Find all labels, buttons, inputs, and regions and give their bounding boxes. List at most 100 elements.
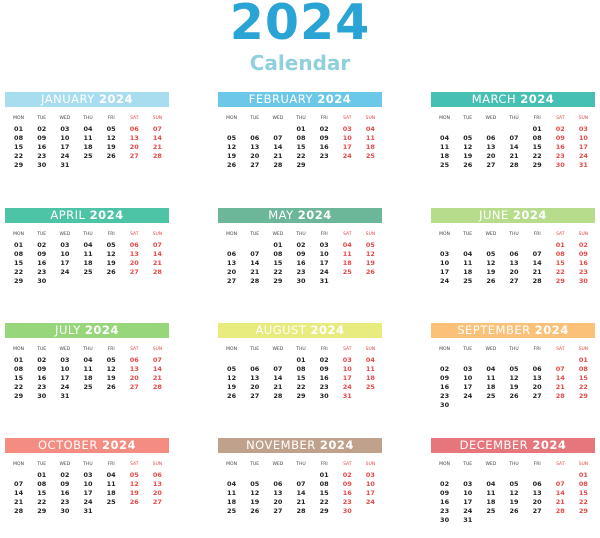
weekday-label: WED <box>485 116 497 121</box>
empty-cell <box>359 277 382 286</box>
day-cell: 05 <box>227 134 237 142</box>
weekday-label: WED <box>485 347 497 352</box>
day-cell: 05 <box>106 356 116 364</box>
week-row: 19 20 21 22 23 24 25 <box>218 152 382 161</box>
empty-cell <box>336 277 359 286</box>
day-cell: 16 <box>578 259 588 267</box>
day-cell: 20 <box>250 152 260 160</box>
day-cell: 21 <box>273 383 283 391</box>
day-cell: 18 <box>365 143 375 151</box>
day-cell: 30 <box>37 392 47 400</box>
day-cell: 01 <box>14 356 24 364</box>
month-name: JUNE <box>479 208 513 222</box>
day-cell: 01 <box>37 471 47 479</box>
day-cell: 09 <box>440 489 450 497</box>
day-cell: 29 <box>296 161 306 169</box>
day-cell: 08 <box>296 134 306 142</box>
day-cell: 31 <box>60 392 70 400</box>
empty-cell <box>526 471 549 480</box>
day-cell: 07 <box>555 480 565 488</box>
weekday-label: THU <box>509 116 519 121</box>
day-cell: 22 <box>14 383 24 391</box>
empty-cell <box>502 401 525 410</box>
day-cell: 20 <box>532 383 542 391</box>
day-cell: 15 <box>37 489 47 497</box>
day-cell: 10 <box>83 480 93 488</box>
day-cell: 26 <box>129 498 139 506</box>
day-cell: 20 <box>273 498 283 506</box>
week-row: 02 03 04 05 06 07 08 <box>431 365 595 374</box>
weekday-label: SUN <box>578 347 589 352</box>
day-cell: 23 <box>37 383 47 391</box>
empty-cell <box>7 471 30 480</box>
day-cell: 06 <box>250 134 260 142</box>
week-row: 29 30 31 <box>5 392 169 401</box>
week-row: 12 13 14 15 16 17 18 <box>218 374 382 383</box>
day-cell: 28 <box>152 268 162 276</box>
weekday-label: MON <box>13 347 24 352</box>
empty-cell <box>76 161 99 170</box>
day-cell: 01 <box>296 356 306 364</box>
day-cell: 24 <box>60 268 70 276</box>
day-cell: 09 <box>37 365 47 373</box>
day-cell: 08 <box>14 250 24 258</box>
day-cell: 27 <box>129 383 139 391</box>
day-cell: 24 <box>365 498 375 506</box>
day-cell: 20 <box>486 152 496 160</box>
week-row: 05 06 07 08 09 10 11 <box>218 134 382 143</box>
day-cell: 23 <box>319 152 329 160</box>
day-cell: 05 <box>106 241 116 249</box>
day-cell: 30 <box>60 507 70 515</box>
day-cell: 24 <box>463 507 473 515</box>
week-row: 01 02 03 04 <box>218 125 382 134</box>
weekday-label: TUE <box>463 347 473 352</box>
day-cell: 24 <box>578 152 588 160</box>
day-cell: 20 <box>532 498 542 506</box>
empty-cell <box>526 516 549 525</box>
day-cell: 17 <box>463 383 473 391</box>
day-cell: 03 <box>83 471 93 479</box>
weekday-header-row: MON TUE WED THU FRI SAT SUN <box>431 229 595 241</box>
day-cell: 10 <box>440 259 450 267</box>
day-cell: 02 <box>440 365 450 373</box>
day-cell: 12 <box>250 489 260 497</box>
day-cell: 14 <box>152 365 162 373</box>
weekday-label: TUE <box>250 462 260 467</box>
day-cell: 05 <box>509 480 519 488</box>
day-cell: 25 <box>365 152 375 160</box>
week-row: 10 11 12 13 14 15 16 <box>431 259 595 268</box>
empty-cell <box>123 507 146 516</box>
week-row: 03 04 05 06 07 08 09 <box>431 250 595 259</box>
week-row: 21 22 23 24 25 26 27 <box>5 498 169 507</box>
day-cell: 30 <box>555 161 565 169</box>
day-cell: 31 <box>578 161 588 169</box>
weekday-label: MON <box>439 116 450 121</box>
weekday-label: SAT <box>343 116 352 121</box>
empty-cell <box>76 277 99 286</box>
day-cell: 15 <box>555 259 565 267</box>
month-year: 2024 <box>98 92 133 106</box>
day-cell: 23 <box>342 498 352 506</box>
week-row: 29 30 31 <box>5 161 169 170</box>
day-cell: 20 <box>129 374 139 382</box>
weekday-label: THU <box>509 232 519 237</box>
empty-cell <box>456 241 479 250</box>
day-cell: 09 <box>578 250 588 258</box>
weekday-label: THU <box>509 347 519 352</box>
day-cell: 27 <box>509 277 519 285</box>
day-cell: 10 <box>342 365 352 373</box>
day-cell: 04 <box>106 471 116 479</box>
day-cell: 13 <box>129 365 139 373</box>
day-cell: 15 <box>14 259 24 267</box>
day-cell: 09 <box>37 250 47 258</box>
weekday-label: SAT <box>130 347 139 352</box>
day-cell: 03 <box>365 471 375 479</box>
weekday-label: THU <box>83 462 93 467</box>
weekday-label: MON <box>439 462 450 467</box>
day-cell: 03 <box>463 480 473 488</box>
day-cell: 29 <box>578 392 588 400</box>
day-cell: 09 <box>319 134 329 142</box>
weekday-label: FRI <box>320 116 328 121</box>
day-cell: 05 <box>365 241 375 249</box>
weekday-label: TUE <box>463 232 473 237</box>
